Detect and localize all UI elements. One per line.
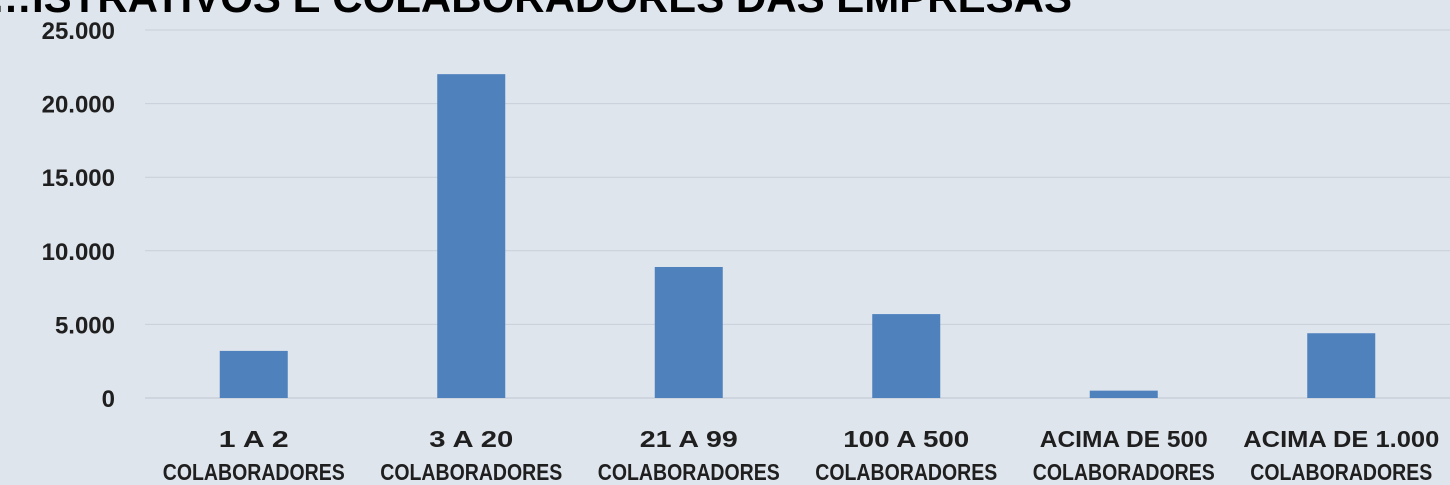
bar [654, 266, 723, 398]
y-tick-label: 10.000 [42, 239, 115, 266]
y-tick-label: 20.000 [42, 92, 115, 119]
x-category-label: 3 A 20 [429, 426, 513, 452]
x-category-label: ACIMA DE 1.000 [1243, 426, 1439, 452]
bar [1089, 390, 1158, 398]
x-category-label: COLABORADORES [163, 459, 345, 485]
bar [219, 350, 288, 398]
x-category-label: COLABORADORES [1250, 459, 1432, 485]
x-category-label: COLABORADORES [598, 459, 780, 485]
bar [437, 74, 506, 398]
chart-title: …ISTRATIVOS E COLABORADORES DAS EMPRESAS [0, 0, 1072, 21]
x-category-label: 21 A 99 [640, 426, 738, 452]
grid-lines [145, 29, 1450, 399]
bar [872, 314, 941, 398]
bar [1307, 333, 1376, 398]
bars [219, 74, 1376, 398]
x-category-label: ACIMA DE 500 [1040, 426, 1208, 452]
x-category-label: COLABORADORES [380, 459, 562, 485]
x-category-label: COLABORADORES [1033, 459, 1215, 485]
x-category-label: 100 A 500 [843, 426, 969, 452]
y-tick-label: 25.000 [42, 18, 115, 45]
y-tick-label: 5.000 [55, 312, 115, 339]
y-tick-label: 0 [102, 386, 115, 413]
x-category-label: 1 A 2 [219, 426, 289, 452]
x-axis-categories: 1 A 2 COLABORADORES 3 A 20 COLABORADORES 21 … [163, 426, 1440, 485]
x-category-label: COLABORADORES [815, 459, 997, 485]
y-axis-ticks: 0 5.000 10.000 15.000 20.000 25.000 [42, 18, 115, 413]
y-tick-label: 15.000 [42, 165, 115, 192]
